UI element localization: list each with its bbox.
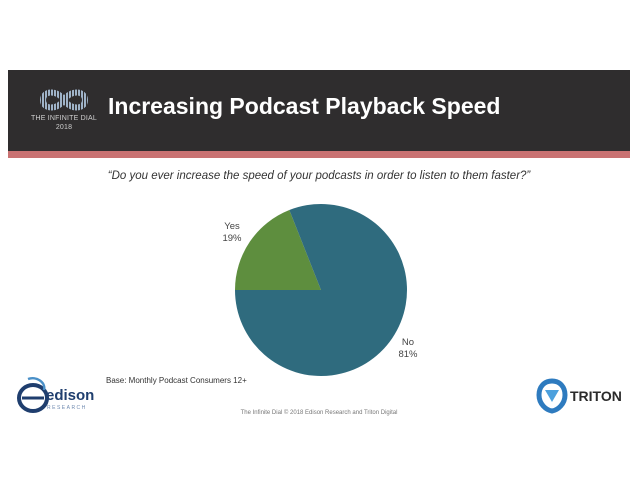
- pie-slice-no: [235, 203, 407, 377]
- edison-wordmark: edison: [46, 387, 95, 404]
- pie-slice-yes: [235, 210, 321, 290]
- infinite-dial-logo: THE INFINITE DIAL 2018: [26, 86, 102, 138]
- slice-label-yes: Yes: [224, 221, 240, 232]
- header-stripe: [8, 151, 630, 158]
- edison-subtext: RESEARCH: [47, 405, 87, 411]
- triton-wordmark: TRITON: [570, 388, 622, 404]
- slice-value-yes: 19%: [222, 233, 242, 244]
- logo-line1: THE INFINITE DIAL: [30, 115, 98, 122]
- slice-label-no: No: [402, 337, 414, 348]
- triton-shield-icon: [536, 378, 568, 414]
- footer-copyright: The Infinite Dial © 2018 Edison Research…: [240, 410, 398, 416]
- edison-logo: edison RESEARCH: [16, 376, 100, 416]
- survey-question: “Do you ever increase the speed of your …: [107, 170, 531, 182]
- base-note: Base: Monthly Podcast Consumers 12+: [106, 376, 247, 385]
- logo-line2: 2018: [55, 124, 73, 131]
- triton-logo: TRITON: [536, 378, 622, 416]
- infinity-icon: [39, 89, 89, 111]
- slice-value-no: 81%: [398, 349, 418, 360]
- header-banner: [8, 70, 630, 151]
- edison-e-icon: [17, 377, 49, 413]
- page-title: Increasing Podcast Playback Speed: [108, 93, 501, 119]
